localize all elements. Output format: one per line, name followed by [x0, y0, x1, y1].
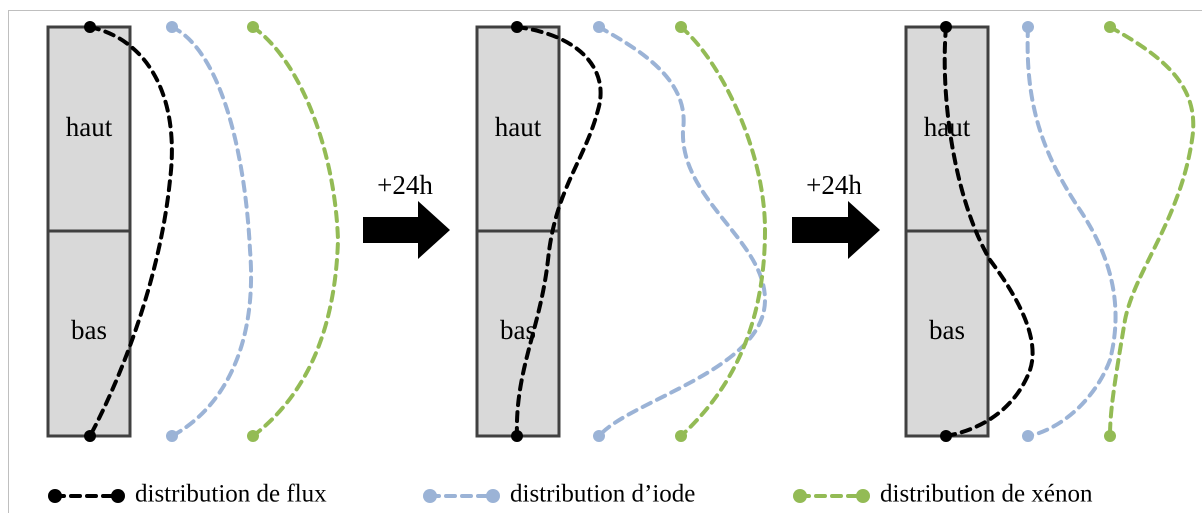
end-dot: [1022, 21, 1034, 33]
end-dot: [1104, 430, 1116, 442]
iodine-curve: [597, 25, 768, 438]
legend-item: distribution d’iode: [423, 481, 695, 508]
arrow: +24h: [363, 170, 450, 259]
bottom-label: bas: [929, 315, 965, 345]
end-dot: [247, 21, 259, 33]
end-dot: [511, 430, 523, 442]
end-dot: [247, 430, 259, 442]
legend-dot: [48, 489, 62, 503]
end-dot: [166, 430, 178, 442]
legend-label: distribution de flux: [135, 481, 327, 508]
end-dot: [593, 430, 605, 442]
legend-dot: [486, 489, 500, 503]
end-dot: [940, 430, 952, 442]
bottom-label: bas: [71, 315, 107, 345]
legend-dot: [423, 489, 437, 503]
top-label: haut: [495, 112, 542, 142]
top-label: haut: [66, 112, 113, 142]
arrow: +24h: [792, 170, 880, 259]
panel: haut bas: [475, 21, 768, 442]
xenon-curve: [1108, 25, 1196, 438]
legend-label: distribution d’iode: [510, 481, 695, 508]
legend-item: distribution de xénon: [793, 481, 1093, 508]
panel: haut bas: [904, 21, 1196, 442]
end-dot: [84, 21, 96, 33]
legend-dot: [111, 489, 125, 503]
end-dot: [675, 430, 687, 442]
arrow-label: +24h: [377, 170, 433, 200]
legend-item: distribution de flux: [48, 481, 327, 508]
flux-curve: [514, 25, 603, 438]
end-dot: [675, 21, 687, 33]
panel: haut bas: [46, 21, 341, 442]
end-dot: [1022, 430, 1034, 442]
arrow-label: +24h: [806, 170, 862, 200]
flux-curve: [88, 25, 174, 438]
xenon-curve: [251, 25, 341, 438]
arrow-shape: [792, 201, 880, 259]
legend: distribution de flux distribution d’iode…: [48, 481, 1093, 508]
arrow-shape: [363, 201, 450, 259]
end-dot: [1104, 21, 1116, 33]
end-dot: [166, 21, 178, 33]
legend-label: distribution de xénon: [880, 481, 1093, 508]
legend-dot: [793, 489, 807, 503]
xenon-curve: [679, 25, 768, 438]
end-dot: [511, 21, 523, 33]
iodine-curve: [1025, 25, 1118, 438]
end-dot: [593, 21, 605, 33]
end-dot: [940, 21, 952, 33]
end-dot: [84, 430, 96, 442]
flux-curve: [942, 25, 1035, 438]
iodine-curve: [170, 25, 253, 438]
legend-dot: [856, 489, 870, 503]
